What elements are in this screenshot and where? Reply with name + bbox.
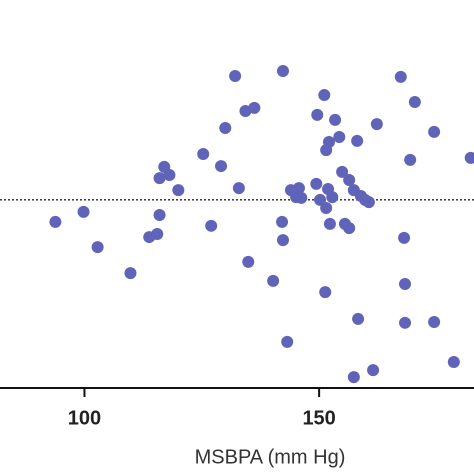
point — [242, 255, 255, 268]
point — [343, 174, 356, 187]
point — [151, 227, 164, 240]
point — [77, 205, 90, 218]
point — [329, 113, 342, 126]
point — [276, 65, 289, 78]
x-tick-label: 100 — [68, 407, 101, 429]
point — [326, 191, 339, 204]
point — [248, 101, 261, 114]
x-tick-label: 150 — [302, 407, 335, 429]
point — [318, 89, 331, 102]
point — [276, 215, 289, 228]
point — [367, 364, 380, 377]
point — [172, 184, 185, 197]
point — [292, 182, 305, 195]
point — [394, 70, 407, 83]
point — [91, 241, 104, 254]
point — [428, 125, 441, 138]
point — [153, 172, 166, 185]
point — [370, 118, 383, 131]
point — [352, 312, 365, 325]
point — [232, 182, 245, 195]
x-axis-label: MSBPA (mm Hg) — [195, 446, 346, 468]
point — [323, 217, 336, 230]
point — [319, 286, 332, 299]
point — [333, 130, 346, 143]
point — [428, 316, 441, 329]
point — [49, 215, 62, 228]
point — [362, 196, 375, 209]
point — [351, 134, 364, 147]
point — [267, 274, 280, 287]
point — [311, 108, 324, 121]
point — [399, 316, 412, 329]
point — [197, 148, 210, 161]
point — [314, 193, 327, 206]
point — [398, 231, 411, 244]
point — [295, 191, 308, 204]
point — [322, 136, 335, 149]
point — [336, 165, 349, 178]
point — [153, 208, 166, 221]
point — [163, 168, 176, 181]
point — [347, 371, 360, 384]
point — [404, 153, 417, 166]
point — [229, 70, 242, 83]
point — [281, 335, 294, 348]
point — [399, 278, 412, 291]
point — [276, 234, 289, 247]
point — [447, 356, 460, 369]
point — [215, 160, 228, 173]
point — [205, 219, 218, 232]
point — [310, 177, 323, 190]
point — [320, 201, 333, 214]
point — [408, 96, 421, 109]
point — [219, 122, 232, 135]
point — [343, 222, 356, 235]
point — [464, 151, 474, 164]
point — [124, 267, 137, 280]
